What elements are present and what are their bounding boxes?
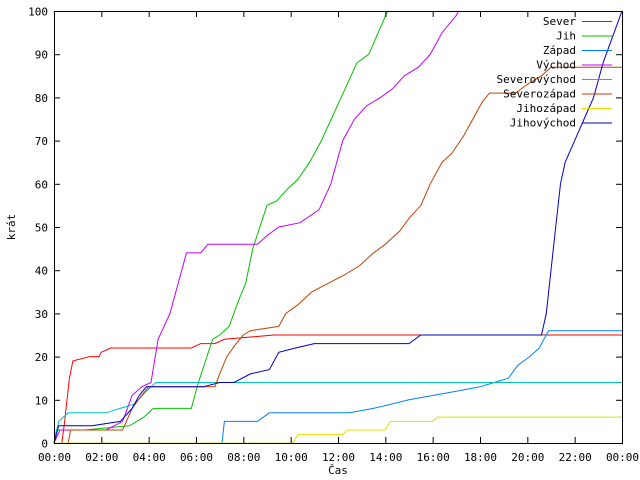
- x-tick-label: 08:00: [227, 451, 260, 464]
- x-tick-label: 18:00: [464, 451, 497, 464]
- x-tick-label: 20:00: [511, 451, 544, 464]
- x-tick-label: 06:00: [180, 451, 213, 464]
- x-tick-label: 22:00: [559, 451, 592, 464]
- y-tick-label: 50: [35, 222, 48, 235]
- y-tick-label: 60: [35, 178, 48, 191]
- plot-lines: [53, 10, 623, 444]
- y-axis: 0 10 20 30 40 50 60 70 80 90 100: [28, 6, 622, 451]
- x-axis: 00:00 02:00 04:00 06:00 08:00 10:00 12:00 14:00…: [38, 11, 639, 464]
- y-tick-label: 30: [35, 308, 48, 321]
- series-line-jih: [53, 10, 389, 444]
- y-tick-label: 20: [35, 351, 48, 364]
- series-line-východ: [53, 10, 460, 444]
- x-tick-label: 04:00: [133, 451, 166, 464]
- legend-label: Jih: [556, 30, 576, 43]
- x-tick-label: 10:00: [275, 451, 308, 464]
- y-tick-label: 80: [35, 92, 48, 105]
- x-axis-label: Čas: [328, 464, 348, 477]
- legend-label: Severovýchod: [497, 73, 576, 86]
- series-line-západ: [54, 330, 622, 444]
- y-tick-label: 90: [35, 49, 48, 62]
- x-tick-label: 12:00: [322, 451, 355, 464]
- series-line-severovýchod: [53, 382, 622, 444]
- legend-label: Sever: [543, 15, 576, 28]
- y-tick-label: 10: [35, 394, 48, 407]
- series-line-jihovýchod: [53, 10, 623, 444]
- legend-label: Jihozápad: [516, 102, 576, 115]
- y-tick-label: 70: [35, 135, 48, 148]
- legend-label: Jihovýchod: [510, 117, 576, 130]
- x-tick-label: 00:00: [606, 451, 639, 464]
- y-axis-label: krát: [5, 214, 18, 241]
- x-tick-label: 02:00: [85, 451, 118, 464]
- series-line-jihozápad: [54, 416, 622, 444]
- legend-label: Východ: [536, 59, 576, 72]
- legend-label: Západ: [543, 44, 576, 57]
- x-tick-label: 16:00: [417, 451, 450, 464]
- series-line-sever: [54, 334, 622, 444]
- legend-label: Severozápad: [503, 88, 576, 101]
- y-tick-label: 100: [28, 6, 48, 19]
- x-tick-label: 00:00: [38, 451, 71, 464]
- x-tick-label: 14:00: [369, 451, 402, 464]
- y-tick-label: 40: [35, 265, 48, 278]
- y-tick-label: 0: [41, 438, 48, 451]
